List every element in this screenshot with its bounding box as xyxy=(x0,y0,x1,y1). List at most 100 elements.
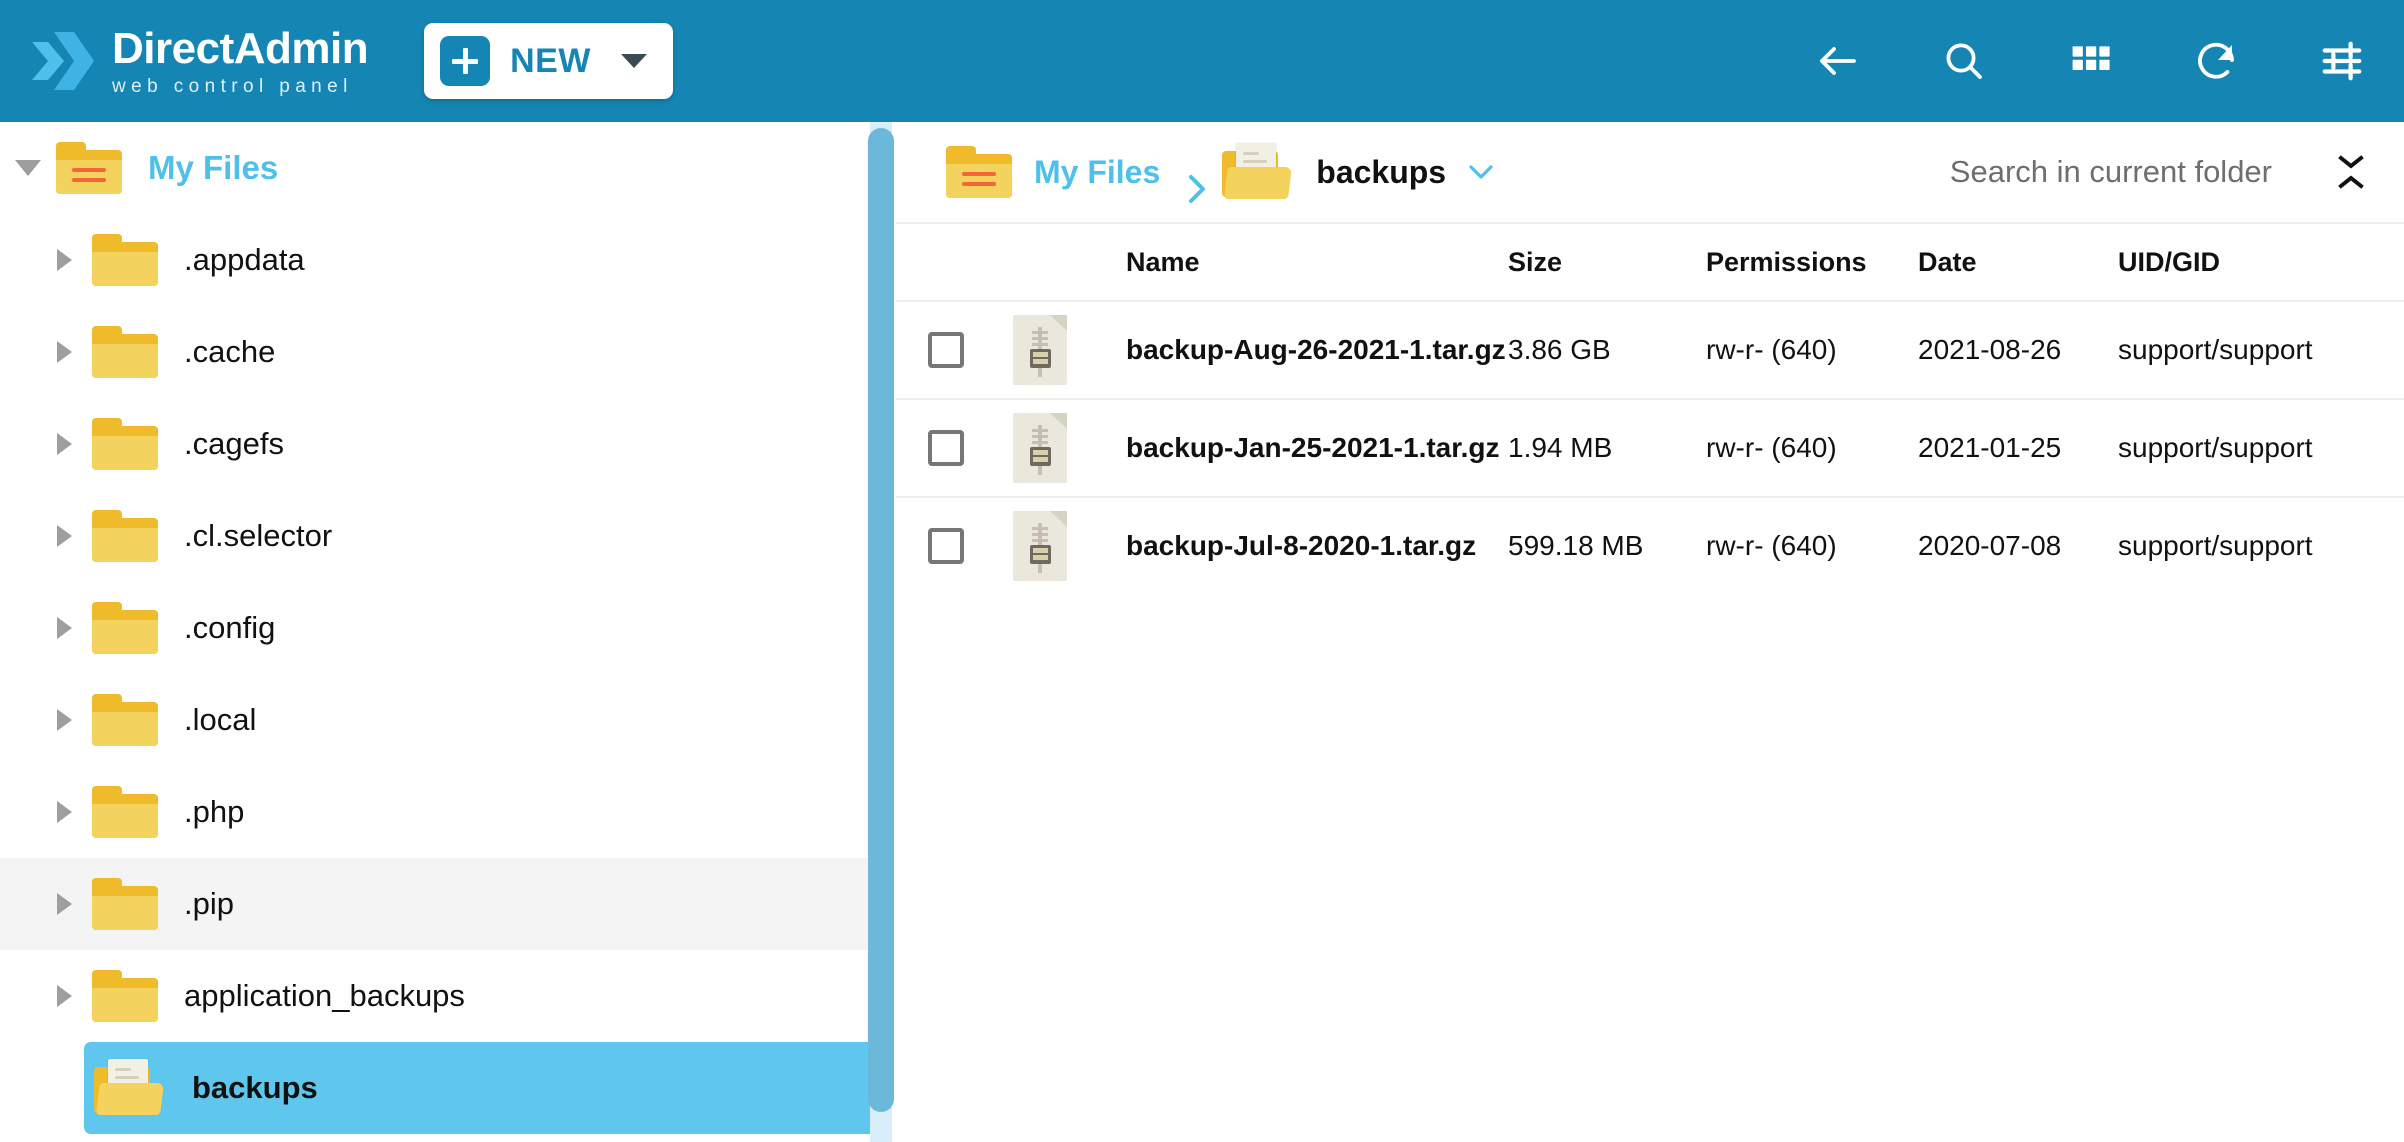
tree-expand-toggle[interactable] xyxy=(46,858,82,950)
tree-expand-toggle[interactable] xyxy=(46,950,82,1042)
file-date: 2020-07-08 xyxy=(1918,530,2062,561)
new-button[interactable]: NEW xyxy=(424,23,673,99)
tree-item-label: .config xyxy=(184,610,276,645)
breadcrumb-item-my-files[interactable]: My Files xyxy=(936,146,1160,198)
file-name: backup-Jul-8-2020-1.tar.gz xyxy=(1126,530,1477,561)
row-checkbox[interactable] xyxy=(928,528,964,564)
file-size: 599.18 MB xyxy=(1508,530,1644,561)
chevron-right-icon xyxy=(56,341,72,363)
tree-expand-toggle[interactable] xyxy=(46,306,82,398)
column-header-name[interactable]: Name xyxy=(1126,246,1200,277)
app-header: DirectAdmin web control panel NEW xyxy=(0,0,2404,122)
search-icon[interactable] xyxy=(1938,35,1990,87)
tree-expand-toggle[interactable] xyxy=(46,398,82,490)
tree-expand-toggle[interactable] xyxy=(46,674,82,766)
folder-icon xyxy=(92,694,158,746)
tree-item-php[interactable]: .php xyxy=(0,766,880,858)
refresh-icon[interactable] xyxy=(2190,35,2242,87)
table-row[interactable]: backup-Aug-26-2021-1.tar.gz 3.86 GB rw-r… xyxy=(896,300,2404,398)
table-row[interactable]: backup-Jan-25-2021-1.tar.gz 1.94 MB rw-r… xyxy=(896,398,2404,496)
tree-item-label: My Files xyxy=(148,149,279,186)
brand-title: DirectAdmin xyxy=(112,23,369,73)
settings-sliders-icon[interactable] xyxy=(2316,35,2368,87)
collapse-expand-icon[interactable] xyxy=(2334,149,2368,195)
file-list-table: Name Size Permissions Date UID/GID backu… xyxy=(896,222,2404,594)
chevron-right-icon xyxy=(56,433,72,455)
folder-icon xyxy=(92,786,158,838)
chevron-right-icon xyxy=(56,709,72,731)
tree-expand-toggle[interactable] xyxy=(46,490,82,582)
file-size: 3.86 GB xyxy=(1508,334,1611,365)
tree-item-local[interactable]: .local xyxy=(0,674,880,766)
chevron-right-icon xyxy=(56,249,72,271)
column-header-size[interactable]: Size xyxy=(1508,246,1563,277)
directadmin-chevrons-icon xyxy=(18,22,96,100)
archive-file-icon xyxy=(1013,511,1067,581)
archive-file-icon xyxy=(1013,315,1067,385)
tree-item-pip[interactable]: .pip xyxy=(0,858,880,950)
folder-icon xyxy=(92,970,158,1022)
breadcrumb: My Files backups xyxy=(896,122,2404,222)
sidebar-scrollbar-thumb[interactable] xyxy=(868,128,894,1112)
folder-tree-sidebar[interactable]: My Files .appdata .cache .cagefs .cl.sel… xyxy=(0,122,880,1142)
file-uid-gid: support/support xyxy=(2118,530,2313,561)
breadcrumb-label: backups xyxy=(1316,153,1447,190)
tree-expand-toggle[interactable] xyxy=(46,214,82,306)
chevron-right-icon xyxy=(56,801,72,823)
tree-item-label: .cache xyxy=(184,334,276,369)
tree-item-label: .cagefs xyxy=(184,426,284,461)
tree-item-cache[interactable]: .cache xyxy=(0,306,880,398)
row-checkbox[interactable] xyxy=(928,332,964,368)
tree-item-appdata[interactable]: .appdata xyxy=(0,214,880,306)
file-size: 1.94 MB xyxy=(1508,432,1613,463)
tree-expand-toggle[interactable] xyxy=(46,766,82,858)
chevron-down-icon xyxy=(15,160,41,176)
table-header-row: Name Size Permissions Date UID/GID xyxy=(896,222,2404,300)
tree-item-cagefs[interactable]: .cagefs xyxy=(0,398,880,490)
folder-icon xyxy=(92,878,158,930)
tree-item-application-backups[interactable]: application_backups xyxy=(0,950,880,1042)
file-manager-content: My Files backups xyxy=(896,122,2404,1142)
open-folder-icon xyxy=(1222,143,1294,201)
archive-file-icon xyxy=(1013,413,1067,483)
root-folder-icon xyxy=(946,146,1012,198)
brand-logo[interactable]: DirectAdmin web control panel xyxy=(18,22,369,100)
file-name: backup-Aug-26-2021-1.tar.gz xyxy=(1126,334,1506,365)
file-uid-gid: support/support xyxy=(2118,432,2313,463)
file-permissions: rw-r- (640) xyxy=(1706,334,1837,365)
search-area xyxy=(1852,149,2404,195)
apps-grid-icon[interactable] xyxy=(2064,35,2116,87)
tree-expand-toggle[interactable] xyxy=(46,582,82,674)
file-uid-gid: support/support xyxy=(2118,334,2313,365)
tree-item-my-files[interactable]: My Files xyxy=(0,122,880,214)
row-checkbox[interactable] xyxy=(928,430,964,466)
file-permissions: rw-r- (640) xyxy=(1706,432,1837,463)
tree-item-config[interactable]: .config xyxy=(0,582,880,674)
tree-item-label: .local xyxy=(184,702,257,737)
tree-item-backups[interactable]: backups xyxy=(84,1042,880,1134)
folder-icon xyxy=(92,510,158,562)
search-input[interactable] xyxy=(1852,154,2272,190)
chevron-down-icon[interactable] xyxy=(620,54,647,68)
plus-icon xyxy=(440,36,491,86)
folder-icon xyxy=(92,418,158,470)
tree-item-label: .php xyxy=(184,794,245,829)
column-header-uid-gid[interactable]: UID/GID xyxy=(2118,246,2221,277)
chevron-right-icon xyxy=(56,893,72,915)
column-header-date[interactable]: Date xyxy=(1918,246,1977,277)
file-name: backup-Jan-25-2021-1.tar.gz xyxy=(1126,432,1500,463)
back-icon[interactable] xyxy=(1812,35,1864,87)
column-header-permissions[interactable]: Permissions xyxy=(1706,246,1867,277)
folder-icon xyxy=(92,326,158,378)
file-permissions: rw-r- (640) xyxy=(1706,530,1837,561)
tree-expand-toggle-my-files[interactable] xyxy=(10,122,46,214)
tree-item-label: backups xyxy=(192,1070,318,1105)
breadcrumb-item-backups[interactable]: backups xyxy=(1212,143,1446,201)
table-row[interactable]: backup-Jul-8-2020-1.tar.gz 599.18 MB rw-… xyxy=(896,496,2404,594)
breadcrumb-dropdown-chevron-down-icon[interactable] xyxy=(1468,163,1494,181)
folder-tree: My Files .appdata .cache .cagefs .cl.sel… xyxy=(0,122,880,1134)
open-folder-icon xyxy=(94,1059,166,1117)
tree-item-cl-selector[interactable]: .cl.selector xyxy=(0,490,880,582)
tree-item-label: .cl.selector xyxy=(184,518,333,553)
tree-item-label: .pip xyxy=(184,886,234,921)
